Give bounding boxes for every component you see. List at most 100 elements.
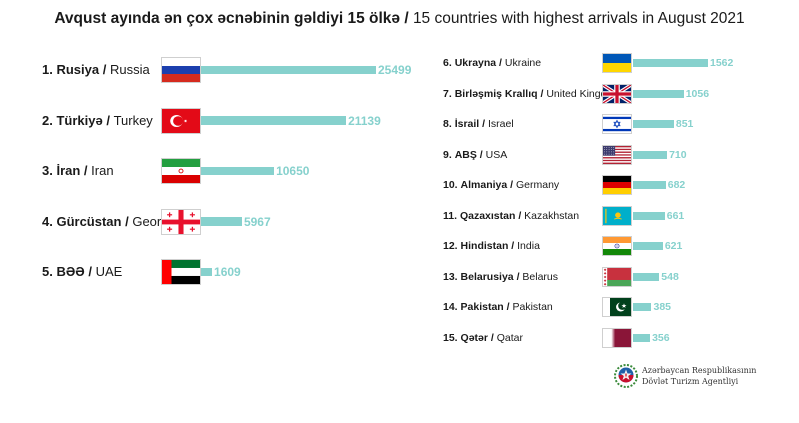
data-label: 851: [675, 118, 694, 130]
bar: [633, 181, 666, 189]
rank: 9.: [443, 148, 452, 161]
chart-row: 15. Qətər / Qatar 356: [0, 327, 799, 354]
country-name-az: Hindistan: [460, 240, 509, 252]
country-name-az: Ukrayna: [454, 57, 497, 69]
pakistan-flag-icon: [602, 297, 632, 317]
data-label: 21139: [348, 113, 381, 128]
rank: 6.: [443, 57, 452, 69]
ukraine-flag-icon: [602, 53, 632, 73]
rank: 11.: [443, 209, 458, 222]
chart-row: 8. İsrail / Israel 851: [0, 114, 799, 140]
chart-row: 7. Birləşmiş Krallıq / United Kingdom 105…: [0, 83, 799, 110]
rank: 8.: [443, 118, 452, 130]
data-label: 10650: [276, 164, 310, 178]
russia-flag-icon: [161, 57, 201, 83]
label-separator: /: [476, 148, 486, 161]
georgia-flag-icon: [161, 208, 201, 235]
country-name-az: Belarusiya: [460, 270, 514, 283]
country-name-az: Rusiya: [56, 62, 100, 77]
label-separator: /: [515, 209, 525, 222]
category-label: 6. Ukrayna / Ukraine: [443, 53, 541, 73]
rank: 7.: [443, 87, 452, 100]
country-name-en: Russia: [109, 62, 150, 77]
data-label: 1056: [685, 87, 710, 100]
category-label: 13. Belarusiya / Belarus: [443, 267, 558, 287]
bar: [201, 166, 275, 176]
category-label: 3. İran / Iran: [42, 158, 114, 184]
label-separator: /: [508, 240, 518, 252]
agency-line-1: Azərbaycan Respublikasının: [642, 366, 757, 375]
label-separator: /: [479, 118, 488, 130]
qatar-flag-icon: [602, 327, 632, 348]
country-name-en: Germany: [515, 179, 560, 191]
category-label: 2. Türkiyə / Turkey: [42, 108, 153, 134]
label-separator: /: [121, 213, 133, 229]
rank: 5.: [42, 264, 53, 279]
chart-row: 13. Belarusiya / Belarus 548: [0, 266, 799, 293]
data-label: 682: [667, 179, 686, 191]
label-separator: /: [487, 331, 497, 344]
country-name-az: Gürcüstan: [56, 213, 122, 229]
kazakhstan-flag-icon: [602, 205, 632, 226]
bar: [201, 217, 242, 226]
data-label: 548: [661, 270, 679, 283]
category-label: 14. Pakistan / Pakistan: [443, 297, 553, 317]
uae-flag-icon: [161, 259, 201, 285]
bar: [633, 272, 660, 281]
label-separator: /: [537, 87, 547, 100]
bar: [201, 267, 213, 277]
israel-flag-icon: [602, 114, 632, 134]
country-name-az: BƏƏ: [56, 264, 85, 279]
category-label: 9. ABŞ / USA: [443, 145, 507, 165]
rank: 15.: [443, 331, 458, 344]
chart-row: 5. BƏƏ / UAE 1609: [0, 259, 799, 285]
bar: [633, 333, 651, 342]
data-label: 661: [666, 209, 685, 222]
rank: 14.: [443, 301, 458, 313]
bar: [633, 242, 663, 250]
bar: [201, 65, 376, 75]
country-name-en: Turkey: [113, 112, 153, 128]
chart-row: 11. Qazaxıstan / Kazakhstan 661: [0, 205, 799, 232]
data-label: 710: [669, 148, 687, 161]
title-en: 15 countries with highest arrivals in Au…: [412, 10, 745, 27]
agency-logo: Azərbaycan Respublikasının Dövlət Turizm…: [614, 363, 764, 391]
iran-flag-icon: [161, 158, 201, 184]
category-label: 10. Almaniya / Germany: [443, 175, 559, 195]
agency-name: Azərbaycan Respublikasının Dövlət Turizm…: [642, 365, 756, 387]
data-label: 5967: [243, 214, 271, 229]
turkey-flag-icon: [161, 107, 201, 134]
data-label: 356: [652, 331, 670, 344]
rank: 3.: [42, 163, 53, 178]
country-name-az: Türkiyə: [56, 112, 103, 128]
bar: [201, 116, 347, 125]
data-label: 1562: [710, 57, 734, 69]
uk-flag-icon: [602, 83, 632, 104]
country-name-en: Kazakhstan: [524, 209, 580, 222]
rank: 12.: [443, 240, 458, 252]
bar: [633, 303, 652, 311]
category-label: 5. BƏƏ / UAE: [42, 259, 122, 285]
country-name-en: Belarus: [522, 270, 559, 283]
rank: 1.: [42, 62, 53, 77]
data-label: 385: [653, 301, 672, 313]
rank: 10.: [443, 179, 458, 191]
label-separator: /: [99, 62, 110, 77]
label-separator: /: [503, 301, 513, 313]
rank: 13.: [443, 270, 458, 283]
chart-title: Avqust ayında ən çox əcnəbinin gəldiyi 1…: [0, 10, 799, 28]
title-separator: /: [400, 10, 413, 27]
chart-row: 4. Gürcüstan / Georgia 5967: [0, 208, 799, 235]
country-name-az: Almaniya: [460, 179, 508, 191]
chart-row: 14. Pakistan / Pakistan 385: [0, 297, 799, 323]
rank: 4.: [42, 213, 53, 229]
country-name-az: İran: [56, 163, 81, 178]
category-label: 11. Qazaxıstan / Kazakhstan: [443, 206, 579, 226]
label-separator: /: [496, 57, 505, 69]
category-label: 12. Hindistan / India: [443, 236, 540, 256]
country-name-en: UAE: [95, 264, 123, 279]
rank: 2.: [42, 112, 53, 128]
country-name-az: Birləşmiş Krallıq: [454, 87, 538, 100]
data-label: 621: [664, 240, 683, 252]
data-label: 25499: [378, 63, 412, 77]
